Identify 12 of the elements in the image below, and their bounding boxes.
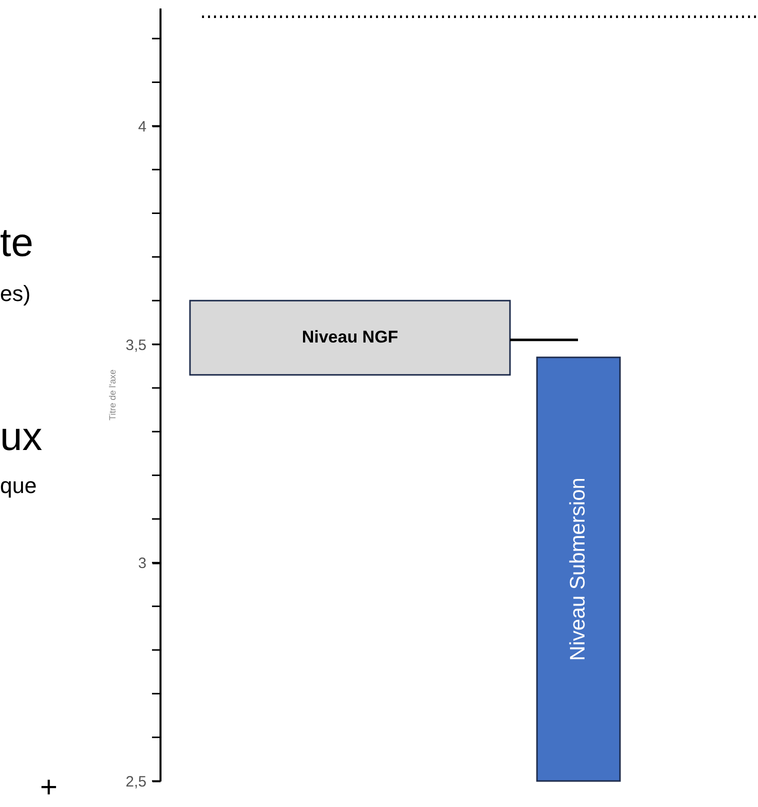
text: te <box>0 221 34 265</box>
x-tick-label: Niveau NGF <box>302 328 398 347</box>
text: que <box>0 473 37 498</box>
text: es) <box>0 281 31 306</box>
y-axis-title: Titre de l'axe <box>108 370 118 420</box>
text: ux <box>0 415 42 459</box>
y-tick-label: 3 <box>138 555 146 572</box>
y-tick-label: 2,5 <box>126 774 146 790</box>
text: + <box>40 771 58 804</box>
x-tick-label: Niveau Submersion <box>566 478 590 661</box>
y-tick-label: 4 <box>138 118 146 136</box>
y-tick-label: 3,5 <box>126 336 146 354</box>
